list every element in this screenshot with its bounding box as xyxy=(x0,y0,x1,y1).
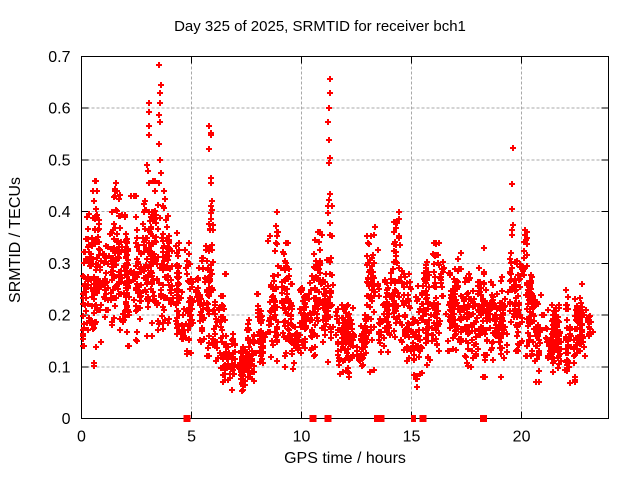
y-tick-labels: 0 0.1 0.2 0.3 0.4 0.5 0.6 0.7 xyxy=(48,49,70,428)
zero-marker-square xyxy=(413,415,417,422)
y-tick-label: 0.2 xyxy=(48,308,70,325)
x-tick-labels: 0 5 10 15 20 xyxy=(77,429,531,446)
y-tick-label: 0.6 xyxy=(48,101,70,118)
x-tick-label: 20 xyxy=(513,429,531,446)
zero-marker-square xyxy=(324,415,332,422)
x-tick-label: 5 xyxy=(187,429,196,446)
zero-marker-square xyxy=(419,415,427,422)
y-tick-label: 0 xyxy=(62,411,71,428)
gridlines xyxy=(81,56,609,419)
zero-marker-square xyxy=(479,415,487,422)
plot-border xyxy=(81,56,609,419)
y-tick-label: 0.4 xyxy=(48,204,70,221)
data-points-path xyxy=(80,62,596,394)
y-tick-label: 0.7 xyxy=(48,49,70,66)
chart-title: Day 325 of 2025, SRMTID for receiver bch… xyxy=(174,18,466,35)
y-tick-label: 0.1 xyxy=(48,359,70,376)
zero-line-markers xyxy=(183,415,487,422)
x-axis-label: GPS time / hours xyxy=(284,450,406,467)
y-axis-label: SRMTID / TECUs xyxy=(7,177,24,303)
zero-marker-square xyxy=(183,415,191,422)
x-tick-label: 0 xyxy=(77,429,86,446)
x-tick-label: 10 xyxy=(293,429,311,446)
y-tick-label: 0.3 xyxy=(48,256,70,273)
zero-marker-square xyxy=(374,415,381,422)
zero-marker-square xyxy=(377,415,385,422)
x-tick-label: 15 xyxy=(403,429,421,446)
y-tick-label: 0.5 xyxy=(48,152,70,169)
zero-marker-square xyxy=(411,415,415,422)
zero-marker-square xyxy=(309,415,317,422)
data-points xyxy=(80,62,596,394)
